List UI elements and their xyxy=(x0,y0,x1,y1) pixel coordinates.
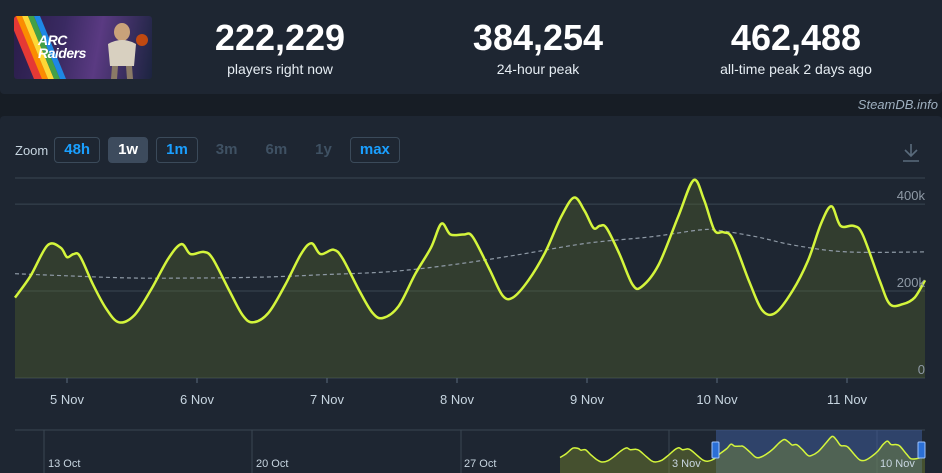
stats-panel: ARC Raiders 222,229 players right now 38… xyxy=(0,0,942,94)
x-tick-label: 6 Nov xyxy=(180,392,214,407)
y-tick-label-400k: 400k xyxy=(897,188,926,203)
stat-all-time-peak: 462,488 all-time peak 2 days ago xyxy=(676,17,916,78)
average-line xyxy=(14,228,926,279)
x-tick-label: 5 Nov xyxy=(50,392,84,407)
steamdb-watermark[interactable]: SteamDB.info xyxy=(857,97,938,112)
navigator-line xyxy=(559,435,926,463)
download-icon[interactable] xyxy=(900,142,922,164)
y-tick-label-0: 0 xyxy=(918,362,925,377)
chart-player-line-group xyxy=(13,178,927,324)
game-capsule[interactable]: ARC Raiders xyxy=(14,16,152,79)
zoom-button-48h[interactable]: 48h xyxy=(54,137,101,163)
navigator-right-handle[interactable] xyxy=(917,441,926,459)
stat-24h-peak-label: 24-hour peak xyxy=(496,61,580,77)
chart-y-tick-labels: 0 200k 400k xyxy=(897,188,926,377)
chart-panel xyxy=(0,116,942,473)
chart-average-line-group xyxy=(14,228,926,279)
zoom-button-3m: 3m xyxy=(215,141,238,158)
stat-all-time-peak-value: 462,488 xyxy=(730,17,862,58)
capsule-stripes xyxy=(14,16,66,79)
capsule-character-art xyxy=(108,23,148,79)
stat-current-label: players right now xyxy=(227,61,333,77)
x-tick-label: 11 Nov xyxy=(827,392,868,407)
y-tick-label-200k: 200k xyxy=(897,275,926,290)
x-tick-label: 9 Nov xyxy=(570,392,604,407)
navigator-area xyxy=(560,436,925,473)
chart-area-fill xyxy=(15,179,925,378)
zoom-label: Zoom xyxy=(15,142,49,158)
navigator-label-3-nov: 3 Nov xyxy=(672,458,701,470)
x-tick-label: 7 Nov xyxy=(310,392,344,407)
stat-24h-peak: 384,254 24-hour peak xyxy=(418,17,658,78)
navigator-label-20-oct: 20 Oct xyxy=(256,458,288,470)
stat-24h-peak-value: 384,254 xyxy=(472,17,604,58)
navigator-label-27-oct: 27 Oct xyxy=(464,458,496,470)
player-line xyxy=(13,178,927,324)
x-tick-label: 8 Nov xyxy=(440,392,474,407)
zoom-button-1m[interactable]: 1m xyxy=(156,137,198,163)
zoom-button-max[interactable]: max xyxy=(349,137,400,163)
navigator-label-13-oct: 13 Oct xyxy=(48,458,80,470)
navigator-left-handle[interactable] xyxy=(711,441,720,459)
chart-x-tick-labels: 5 Nov 6 Nov 7 Nov 8 Nov 9 Nov 10 Nov 11 Nov xyxy=(50,378,868,407)
zoom-button-1y: 1y xyxy=(315,141,332,158)
navigator-label-10-nov: 10 Nov xyxy=(880,458,915,470)
capsule-logo-text: ARC Raiders xyxy=(38,32,86,61)
zoom-bar: Zoom 48h 1w 1m 3m 6m 1y max xyxy=(15,136,408,164)
zoom-button-1w[interactable]: 1w xyxy=(108,137,149,163)
stat-current: 222,229 players right now xyxy=(160,17,400,78)
player-count-chart: 0 200k 400k 5 Nov 6 Nov 7 Nov 8 Nov 9 Nov 10 No… xyxy=(13,177,927,407)
player-area xyxy=(15,179,925,378)
stat-all-time-peak-label: all-time peak 2 days ago xyxy=(720,61,872,77)
chart-gridlines xyxy=(15,177,925,379)
stat-current-value: 222,229 xyxy=(214,17,346,58)
timeline-navigator[interactable]: 13 Oct 20 Oct 27 Oct 3 Nov 10 Nov xyxy=(0,428,942,473)
x-tick-label: 10 Nov xyxy=(696,392,738,407)
zoom-button-6m: 6m xyxy=(265,141,288,158)
